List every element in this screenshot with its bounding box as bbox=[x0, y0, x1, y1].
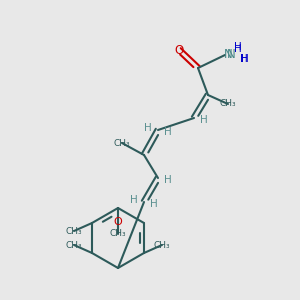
Text: H: H bbox=[234, 42, 242, 52]
Text: H: H bbox=[164, 127, 172, 137]
Text: H: H bbox=[241, 54, 249, 64]
Text: H: H bbox=[130, 195, 138, 205]
Text: CH₃: CH₃ bbox=[66, 241, 82, 250]
Text: H: H bbox=[150, 199, 158, 209]
Text: N: N bbox=[224, 49, 232, 62]
Text: O: O bbox=[114, 217, 122, 227]
Text: H: H bbox=[234, 44, 242, 54]
Text: CH₃: CH₃ bbox=[154, 241, 170, 250]
Text: CH₃: CH₃ bbox=[110, 230, 126, 238]
Text: H: H bbox=[240, 54, 248, 64]
Text: O: O bbox=[174, 44, 184, 56]
Text: CH₃: CH₃ bbox=[114, 139, 130, 148]
Text: H: H bbox=[200, 115, 208, 125]
Text: CH₃: CH₃ bbox=[220, 100, 236, 109]
Text: CH₃: CH₃ bbox=[66, 226, 82, 236]
Text: H: H bbox=[144, 123, 152, 133]
Text: H: H bbox=[164, 175, 172, 185]
Text: N: N bbox=[227, 49, 236, 62]
